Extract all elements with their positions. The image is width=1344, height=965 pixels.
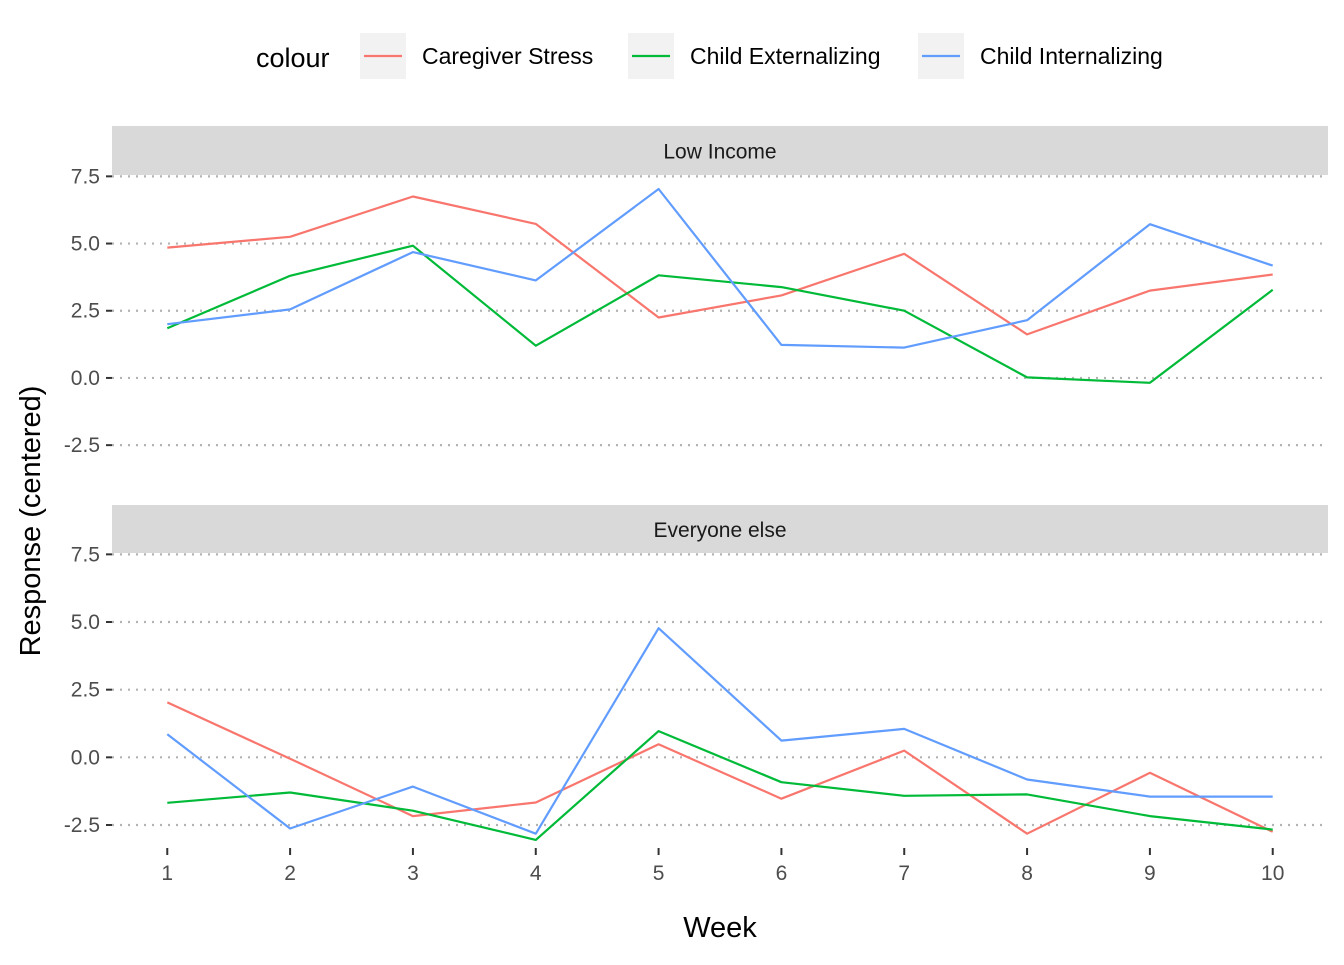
series-line-child-externalizing xyxy=(166,244,1274,384)
x-tick-label: 10 xyxy=(1261,862,1284,885)
legend-title: colour xyxy=(256,43,330,73)
x-tick-label: 9 xyxy=(1144,862,1156,885)
series-line-child-internalizing xyxy=(167,187,1274,349)
y-tick-label: 2.5 xyxy=(71,679,100,702)
legend-label-caregiver-stress: Caregiver Stress xyxy=(422,43,593,69)
legend-label-child-internalizing: Child Internalizing xyxy=(980,43,1163,69)
x-tick-label: 4 xyxy=(530,862,542,885)
y-tick-label: -2.5 xyxy=(64,434,100,457)
x-tick-label: 8 xyxy=(1021,862,1033,885)
facet-strip-everyone-else xyxy=(112,505,1328,553)
y-tick-label: 5.0 xyxy=(71,233,100,256)
facet-label-low-income: Low Income xyxy=(663,141,776,164)
x-axis-title: Week xyxy=(683,912,757,944)
x-tick-label: 2 xyxy=(284,862,296,885)
x-tick-label: 5 xyxy=(653,862,665,885)
y-tick-label: 2.5 xyxy=(71,300,100,323)
x-tick-label: 6 xyxy=(776,862,788,885)
x-tick-label: 1 xyxy=(161,862,173,885)
facet-strip-low-income xyxy=(112,126,1328,175)
y-tick-label: 0.0 xyxy=(71,746,100,769)
legend-label-child-externalizing: Child Externalizing xyxy=(690,43,880,69)
series-line-child-externalizing xyxy=(167,729,1273,842)
y-tick-label: -2.5 xyxy=(64,814,100,837)
series-line-caregiver-stress xyxy=(166,701,1274,835)
y-tick-label: 5.0 xyxy=(71,611,100,634)
y-tick-label: 7.5 xyxy=(71,543,100,566)
y-tick-label: 7.5 xyxy=(71,165,100,188)
y-axis-title: Response (centered) xyxy=(15,386,47,657)
x-tick-label: 3 xyxy=(407,862,419,885)
series-line-child-internalizing xyxy=(166,627,1273,835)
facet-label-everyone-else: Everyone else xyxy=(653,519,786,542)
x-tick-label: 7 xyxy=(898,862,910,885)
series-line-caregiver-stress xyxy=(167,195,1273,336)
y-tick-label: 0.0 xyxy=(71,367,100,390)
